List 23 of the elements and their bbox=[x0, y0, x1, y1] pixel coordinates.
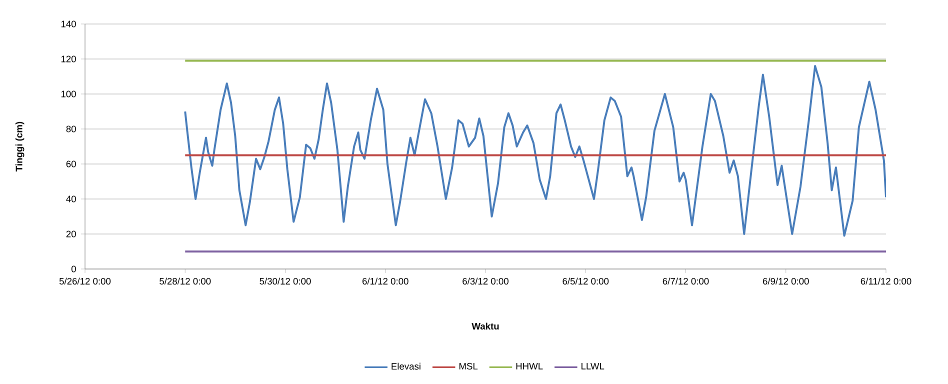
x-tick-label: 6/1/12 0:00 bbox=[362, 278, 408, 285]
y-tick-label: 80 bbox=[66, 126, 76, 132]
y-tick-label: 120 bbox=[61, 56, 76, 62]
x-axis-title: Waktu bbox=[472, 322, 499, 330]
x-tick-label: 6/3/12 0:00 bbox=[462, 278, 508, 285]
y-tick-label: 60 bbox=[66, 160, 76, 168]
x-tick-label: 6/9/12 0:00 bbox=[763, 278, 809, 285]
legend-label: LLWL bbox=[582, 362, 604, 370]
y-tick-label: 100 bbox=[61, 90, 76, 98]
x-tick-label: 6/5/12 0:00 bbox=[562, 278, 609, 285]
legend-label: Elevasi bbox=[392, 362, 420, 370]
y-tick-label: 40 bbox=[66, 196, 76, 202]
x-tick-label: 5/28/12 0:00 bbox=[160, 278, 211, 285]
x-tick-label: 6/7/12 0:00 bbox=[662, 278, 709, 285]
y-axis-title: Tinggi (cm) bbox=[15, 122, 24, 172]
y-tick-label: 20 bbox=[66, 230, 76, 238]
x-tick-label: 5/26/12 0:00 bbox=[59, 278, 111, 285]
x-tick-label: 6/11/12 0:00 bbox=[860, 278, 912, 285]
y-tick-label: 0 bbox=[71, 266, 76, 272]
legend-label: HHWL bbox=[516, 362, 543, 370]
y-tick-label: 140 bbox=[61, 20, 76, 28]
legend-label: MSL bbox=[459, 362, 478, 370]
x-tick-label: 5/30/12 0:00 bbox=[260, 278, 311, 285]
